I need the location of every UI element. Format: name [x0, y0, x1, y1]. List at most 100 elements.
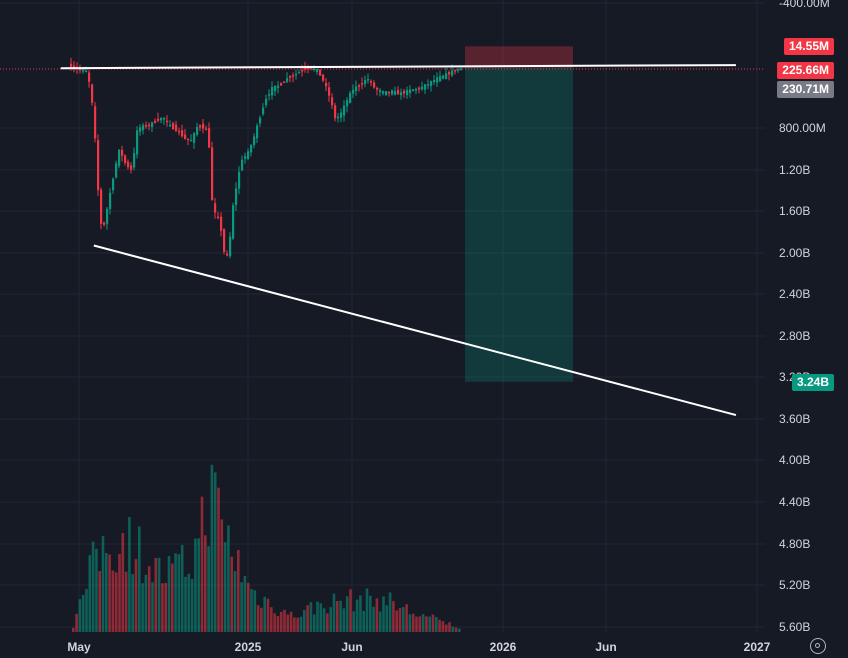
volume-bar [332, 593, 336, 632]
volume-bar [365, 588, 369, 632]
volume-bar [388, 592, 392, 632]
candle [367, 78, 370, 81]
candle [388, 91, 391, 94]
y-axis: -400.00M 800.00M 1.20B 1.60B 2.00B 2.40B 2.80B… [779, 0, 830, 634]
volume-bar [128, 516, 131, 632]
volume-bar [270, 607, 273, 632]
volume-bar [352, 611, 356, 632]
candle [157, 118, 160, 121]
volume-bar [345, 596, 349, 632]
volume-bar [197, 538, 200, 632]
volume-bar [114, 572, 118, 632]
candle [88, 72, 91, 82]
candle [100, 189, 103, 224]
volume-bar [78, 599, 82, 632]
candle [391, 90, 394, 95]
candle [379, 90, 382, 93]
candle [121, 149, 124, 156]
volume-bar [260, 607, 263, 632]
y-tick-label: 5.60B [779, 620, 810, 634]
candle [331, 97, 334, 106]
volume-bar [405, 604, 408, 632]
volume-bar [200, 496, 204, 632]
x-tick-label: Jun [595, 640, 616, 654]
candle [262, 107, 265, 115]
volume-bar [279, 611, 283, 632]
stop-zone [465, 46, 573, 69]
y-tick-label: -400.00M [779, 0, 830, 10]
volume-bar [441, 621, 445, 632]
candle [427, 84, 430, 86]
candle [265, 98, 268, 106]
candle [271, 86, 274, 96]
volume-bar [138, 526, 141, 632]
volume-bar [237, 549, 240, 632]
candle [235, 188, 238, 205]
volume-bar [75, 613, 78, 632]
trendlines [60, 64, 737, 417]
volume-bar [111, 570, 115, 632]
volume-bar [134, 559, 138, 632]
candle [370, 81, 373, 83]
volume-bar [88, 555, 92, 632]
candle [244, 156, 247, 159]
volume-bar [336, 600, 339, 632]
candle [220, 216, 223, 231]
volume-bar [415, 616, 418, 632]
volume-bar [85, 589, 88, 632]
volume-bar [194, 538, 197, 632]
candle [127, 161, 130, 168]
candle [184, 134, 187, 139]
candle [433, 80, 436, 83]
candle [355, 86, 358, 91]
volume-bar [131, 573, 134, 632]
y-tick-label: 5.20B [779, 578, 810, 592]
trendline-upper [60, 64, 736, 70]
volume-bar [382, 596, 385, 632]
volume-bar [395, 610, 398, 632]
y-tick-label: 1.60B [779, 204, 810, 218]
volume-bar [81, 594, 85, 632]
candle [82, 69, 85, 72]
candle [349, 93, 352, 103]
volume-bar [411, 613, 415, 632]
y-tick-label: 3.60B [779, 412, 810, 426]
volume-bar [240, 582, 243, 632]
candle [322, 74, 325, 81]
volume-bar [141, 583, 144, 632]
candle [394, 91, 397, 95]
volume-bar [147, 566, 151, 632]
candle [199, 125, 202, 128]
candle [397, 90, 400, 95]
volume-bar [253, 590, 257, 632]
volume-bar [283, 609, 286, 632]
short-position-tool [465, 46, 573, 382]
volume-bar [438, 619, 441, 632]
candle [217, 216, 220, 219]
volume-bar [154, 557, 158, 632]
volume-bar [190, 578, 194, 632]
candle [364, 79, 367, 84]
volume-bar [164, 582, 167, 632]
volume-bar [256, 605, 260, 632]
volume-bar [167, 556, 171, 632]
volume-bar [329, 607, 332, 632]
volume-bar [444, 624, 448, 632]
candle [445, 73, 448, 79]
volume-bar [220, 519, 224, 632]
candle [304, 67, 307, 70]
candle [94, 106, 97, 139]
volume-bar [458, 628, 461, 632]
candle [151, 122, 154, 128]
gear-icon[interactable] [810, 638, 826, 654]
candle [298, 71, 301, 74]
volume-bar [121, 533, 125, 632]
candle [148, 124, 151, 127]
volume-bar [296, 617, 299, 632]
candles [70, 57, 463, 259]
candle [103, 222, 106, 225]
volume-bar [177, 554, 181, 632]
candle [193, 133, 196, 143]
candle [418, 87, 421, 90]
